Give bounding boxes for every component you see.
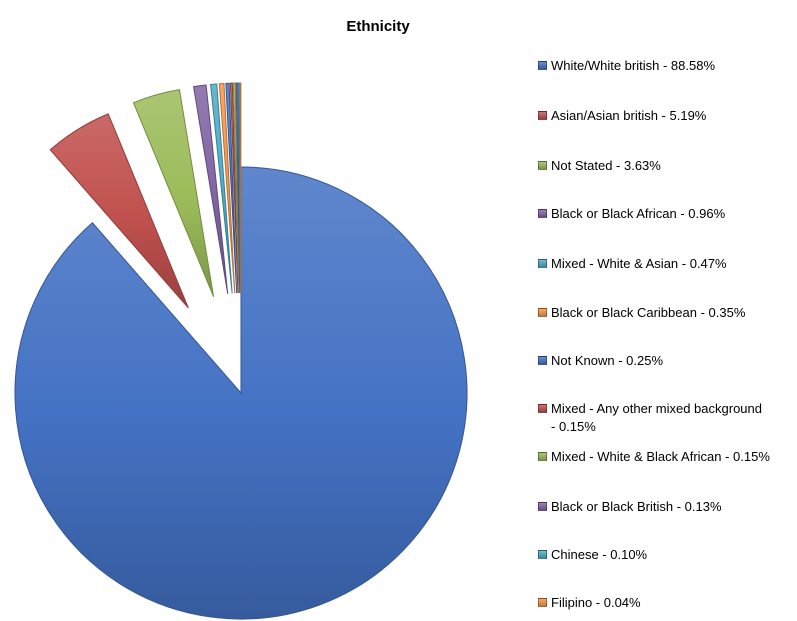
legend-label: Black or Black Caribbean - 0.35% — [551, 305, 746, 320]
chart-title: Ethnicity — [346, 18, 410, 35]
legend-swatch — [538, 61, 547, 70]
legend-swatch — [538, 259, 547, 268]
legend-swatch — [538, 111, 547, 120]
legend-label: Not Known - 0.25% — [551, 353, 664, 368]
legend-swatch — [538, 356, 547, 365]
pie-slice-5 — [210, 83, 233, 294]
legend-swatch — [538, 598, 547, 607]
legend-swatch — [538, 404, 547, 413]
pie-slice-9 — [232, 82, 240, 294]
legend-item: Filipino - 0.04% — [538, 594, 788, 612]
legend-label: Mixed - White & Asian - 0.47% — [551, 256, 727, 271]
legend-item: Asian/Asian british - 5.19% — [538, 107, 788, 125]
legend-swatch — [538, 161, 547, 170]
legend-label: Filipino - 0.04% — [551, 595, 641, 610]
legend-label: White/White british - 88.58% — [551, 58, 716, 73]
legend-label: Mixed - White & Black African - 0.15% — [551, 449, 770, 464]
pie-chart — [14, 82, 468, 620]
pie-slice-2 — [49, 113, 189, 309]
legend-item: Black or Black British - 0.13% — [538, 498, 788, 516]
legend-item: Mixed - White & Asian - 0.47% — [538, 255, 788, 273]
legend-swatch — [538, 209, 547, 218]
pie-slice-12 — [239, 82, 242, 294]
pie-slice-8 — [229, 82, 239, 294]
legend-swatch — [538, 502, 547, 511]
legend-label: Chinese - 0.10% — [551, 547, 648, 562]
legend-item: Mixed - White & Black African - 0.15% — [538, 448, 788, 466]
pie-slice-10 — [235, 82, 241, 294]
pie-slice-4 — [192, 84, 229, 294]
legend-swatch — [538, 550, 547, 559]
pie-slice-6 — [218, 82, 236, 294]
legend-label: Black or Black African - 0.96% — [551, 206, 726, 221]
legend: White/White british - 88.58% Asian/Asian … — [538, 0, 793, 621]
legend-item: Not Known - 0.25% — [538, 352, 788, 370]
legend-label: Mixed - Any other mixed background - 0.1… — [551, 401, 762, 434]
legend-label: Black or Black British - 0.13% — [551, 499, 722, 514]
legend-label: Asian/Asian british - 5.19% — [551, 108, 707, 123]
legend-item: Black or Black Caribbean - 0.35% — [538, 304, 788, 322]
legend-item: Not Stated - 3.63% — [538, 157, 788, 175]
legend-label: Not Stated - 3.63% — [551, 158, 661, 173]
legend-item: Mixed - Any other mixed background - 0.1… — [538, 400, 788, 436]
legend-swatch — [538, 452, 547, 461]
legend-item: White/White british - 88.58% — [538, 57, 788, 75]
legend-swatch — [538, 308, 547, 317]
legend-item: Black or Black African - 0.96% — [538, 205, 788, 223]
pie-slice-3 — [132, 89, 215, 298]
pie-slice-7 — [225, 82, 238, 294]
legend-item: Chinese - 0.10% — [538, 546, 788, 564]
pie-slice-1 — [14, 166, 468, 620]
